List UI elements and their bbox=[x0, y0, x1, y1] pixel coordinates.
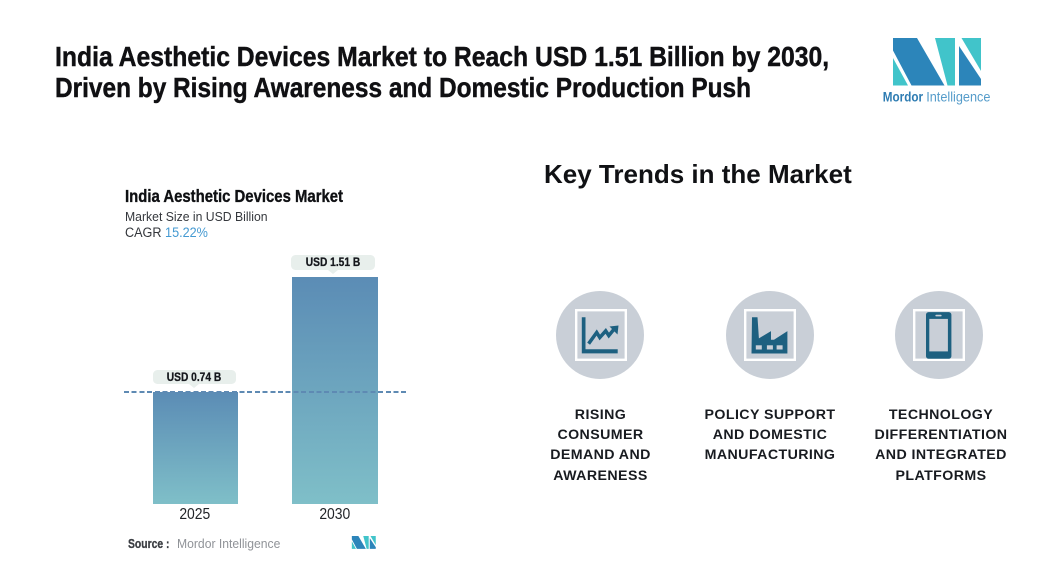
svg-text:Mordor: Mordor bbox=[883, 89, 924, 104]
svg-text:Intelligence: Intelligence bbox=[926, 89, 991, 104]
